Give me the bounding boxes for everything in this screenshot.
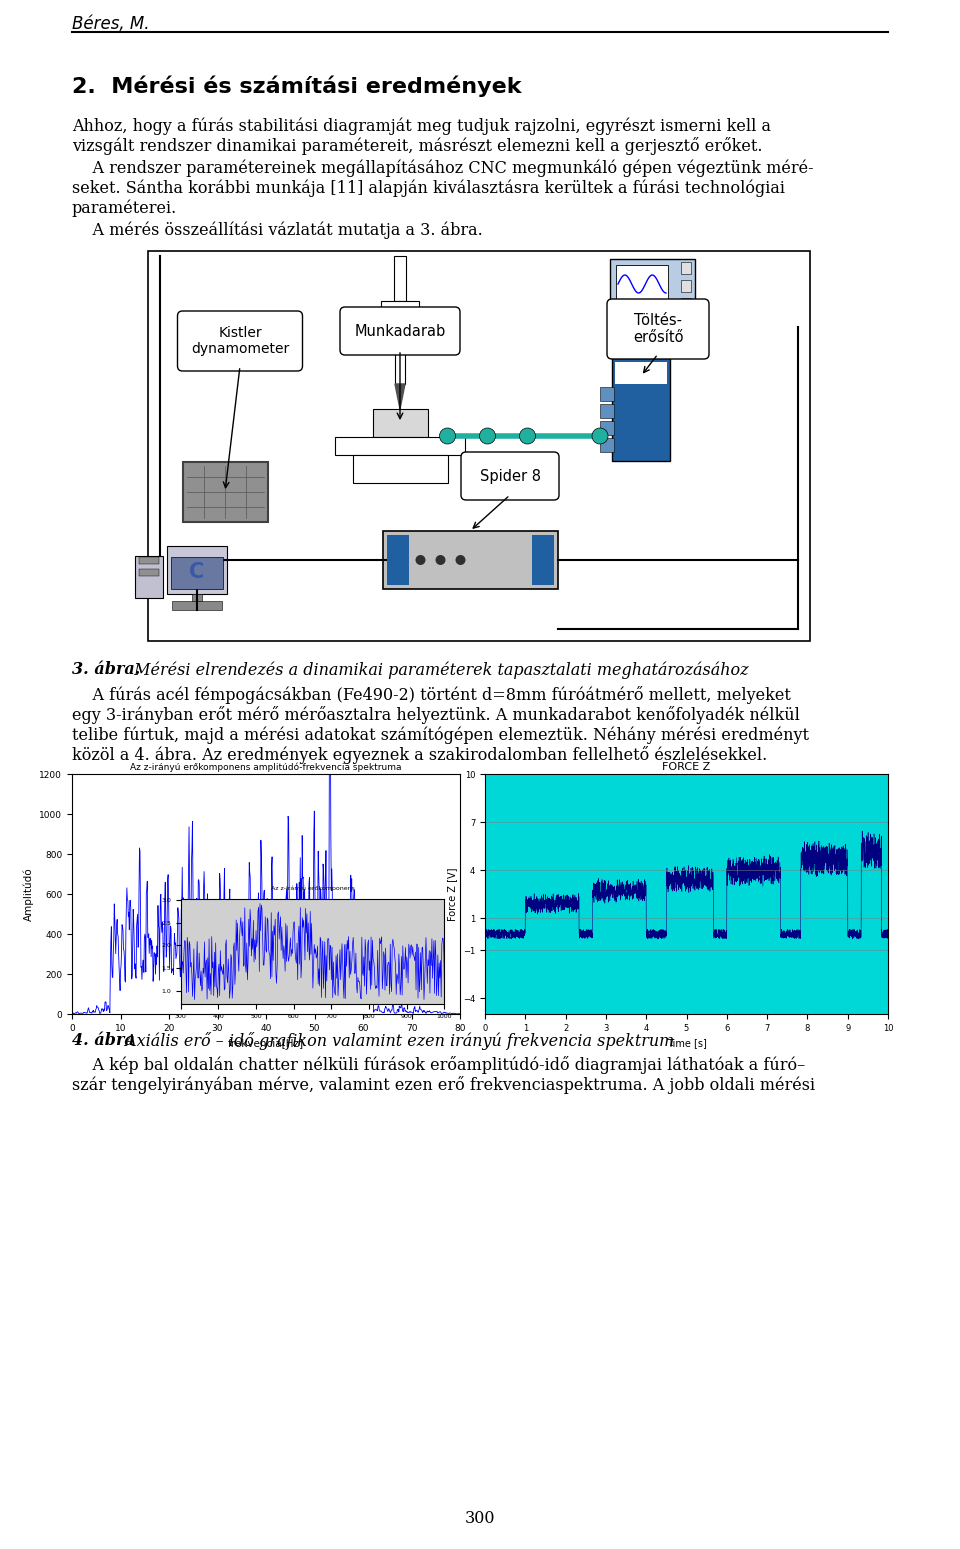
Text: Spider 8: Spider 8: [479, 468, 540, 483]
FancyBboxPatch shape: [461, 452, 559, 500]
Text: 2.  Mérési és számítási eredmények: 2. Mérési és számítási eredmények: [72, 74, 521, 96]
Bar: [192, 593, 202, 601]
Bar: [681, 280, 691, 293]
Bar: [372, 409, 427, 437]
Bar: [148, 251, 810, 641]
Text: seket. Sántha korábbi munkája [11] alapján kiválasztásra kerültek a fúrási techn: seket. Sántha korábbi munkája [11] alapj…: [72, 180, 785, 197]
Circle shape: [416, 555, 425, 565]
Text: C: C: [189, 562, 204, 582]
Bar: [532, 534, 554, 586]
Circle shape: [592, 428, 608, 445]
Bar: [612, 356, 670, 462]
Bar: [600, 387, 614, 401]
Text: 4. ábra: 4. ábra: [72, 1032, 134, 1049]
Title: FORCE Z: FORCE Z: [662, 762, 710, 771]
Bar: [172, 601, 222, 610]
Bar: [616, 265, 668, 304]
Circle shape: [440, 428, 455, 445]
Circle shape: [479, 428, 495, 445]
Text: telibe fúrtuk, majd a mérési adatokat számítógépen elemeztük. Néhány mérési ered: telibe fúrtuk, majd a mérési adatokat sz…: [72, 726, 809, 744]
Bar: [182, 462, 268, 522]
FancyBboxPatch shape: [340, 307, 460, 355]
Bar: [681, 262, 691, 274]
Bar: [171, 558, 223, 589]
Title: Az z-irányú erőkomponens amplitúdó-frekvencia spektruma: Az z-irányú erőkomponens amplitúdó-frekv…: [131, 762, 401, 771]
FancyBboxPatch shape: [178, 311, 302, 372]
Bar: [335, 437, 465, 455]
Bar: [600, 421, 614, 435]
Bar: [600, 438, 614, 452]
Bar: [381, 301, 419, 328]
Bar: [139, 558, 159, 564]
Text: Mérési elrendezés a dinamikai paraméterek tapasztalati meghatározásához: Mérési elrendezés a dinamikai paramétere…: [129, 661, 749, 678]
Bar: [382, 531, 558, 589]
X-axis label: Time [s]: Time [s]: [666, 1038, 707, 1049]
Circle shape: [519, 428, 536, 445]
Bar: [139, 568, 159, 576]
Text: 300: 300: [465, 1510, 495, 1527]
Text: egy 3-irányban erőt mérő mérőasztalra helyeztünk. A munkadarabot kenőfolyadék né: egy 3-irányban erőt mérő mérőasztalra he…: [72, 706, 800, 723]
Text: A kép bal oldalán chatter nélküli fúrások erőamplitúdó-idő diagramjai láthatóak : A kép bal oldalán chatter nélküli fúráso…: [72, 1056, 805, 1073]
Polygon shape: [395, 384, 405, 409]
Text: Munkadarab: Munkadarab: [354, 324, 445, 339]
Text: közöl a 4. ábra. Az eredmények egyeznek a szakirodalomban fellelhető észlelésekk: közöl a 4. ábra. Az eredmények egyeznek …: [72, 747, 767, 764]
Bar: [167, 545, 227, 593]
Bar: [387, 534, 409, 586]
Circle shape: [455, 555, 466, 565]
Text: paraméterei.: paraméterei.: [72, 198, 178, 217]
Bar: [135, 556, 163, 598]
Circle shape: [436, 555, 445, 565]
Text: 3. ábra.: 3. ábra.: [72, 661, 140, 678]
Y-axis label: Force Z [V]: Force Z [V]: [447, 867, 458, 920]
Y-axis label: Amplitúdó: Amplitúdó: [23, 867, 34, 920]
Text: A fúrás acél fémpogácsákban (Fe490-2) történt d=8mm fúróátmérő mellett, melyeket: A fúrás acél fémpogácsákban (Fe490-2) tö…: [72, 686, 791, 703]
Bar: [681, 297, 691, 310]
Text: Béres, M.: Béres, M.: [72, 15, 150, 33]
Bar: [610, 259, 695, 327]
Bar: [600, 404, 614, 418]
Bar: [394, 256, 406, 301]
Text: A mérés összeállítási vázlatát mutatja a 3. ábra.: A mérés összeállítási vázlatát mutatja a…: [72, 222, 483, 239]
FancyBboxPatch shape: [607, 299, 709, 359]
Text: A rendszer paramétereinek megállapításához CNC megmunkáló gépen végeztünk méré-: A rendszer paramétereinek megállapításáh…: [72, 160, 814, 177]
Bar: [395, 328, 405, 384]
Text: Kistler
dynamometer: Kistler dynamometer: [191, 325, 289, 356]
X-axis label: frekvencia[Hz]: frekvencia[Hz]: [228, 1038, 304, 1049]
Bar: [352, 455, 447, 483]
Text: szár tengelyirányában mérve, valamint ezen erő frekvenciaspektruma. A jobb oldal: szár tengelyirányában mérve, valamint ez…: [72, 1077, 815, 1094]
Text: Töltés-
erősítő: Töltés- erősítő: [633, 313, 684, 345]
Text: Axiális erő – idő grafikon valamint ezen irányú frekvencia spektrum: Axiális erő – idő grafikon valamint ezen…: [120, 1032, 675, 1050]
Bar: [615, 362, 667, 384]
Text: vizsgált rendszer dinamikai paramétereit, másrészt elemezni kell a gerjesztő erő: vizsgált rendszer dinamikai paramétereit…: [72, 136, 762, 155]
Text: Ahhoz, hogy a fúrás stabilitási diagramját meg tudjuk rajzolni, egyrészt ismerni: Ahhoz, hogy a fúrás stabilitási diagramj…: [72, 118, 771, 135]
